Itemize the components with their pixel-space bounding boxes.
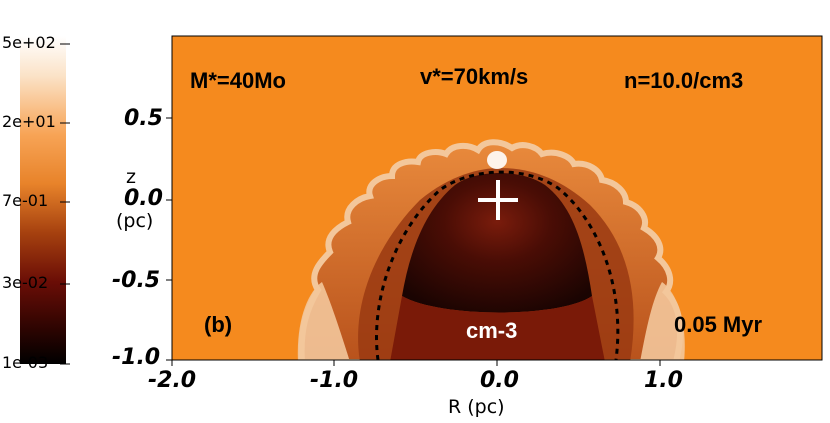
contour-line [375,170,620,360]
colorbar-label-4: 3e-02 [2,273,49,292]
x-tick-label: 1.0 [644,368,683,393]
colorbar-label-max: 5e+02 [2,33,56,52]
colorbar-unit-label: cm-3 [466,318,518,343]
hot-spot [487,151,507,169]
y-axis-title-top: z [126,166,136,188]
panel-label: (b) [204,312,233,337]
x-tick-label: -1.0 [310,368,359,393]
density-map [172,36,822,360]
colorbar-label-min: 1e-03 [2,353,49,372]
stellar-mass-label: M*=40Mo [190,68,286,93]
y-tick-label: 0.0 [124,186,163,211]
colorbar-gradient [20,36,66,364]
stellar-velocity-label: v*=70km/s [420,64,529,89]
x-tick-label: -2.0 [148,368,197,393]
y-tick-label: -0.5 [112,268,161,293]
y-tick-label: 0.5 [124,106,163,131]
y-axis-title-bottom: (pc) [116,210,154,232]
colorbar-label-2: 2e+01 [2,112,56,131]
plus-icon [478,180,518,220]
x-tick-label: 0.0 [480,368,519,393]
ambient-density-label: n=10.0/cm3 [624,68,744,93]
x-axis-title: R (pc) [448,396,505,418]
y-tick-label: -1.0 [112,345,161,370]
shell-base-left [297,282,350,360]
shell-base-right [640,282,685,360]
time-label: 0.05 Myr [674,312,763,337]
wind-cavity [402,172,592,313]
lower-cavity [390,296,605,360]
colorbar-label-3: 7e-01 [2,191,49,210]
